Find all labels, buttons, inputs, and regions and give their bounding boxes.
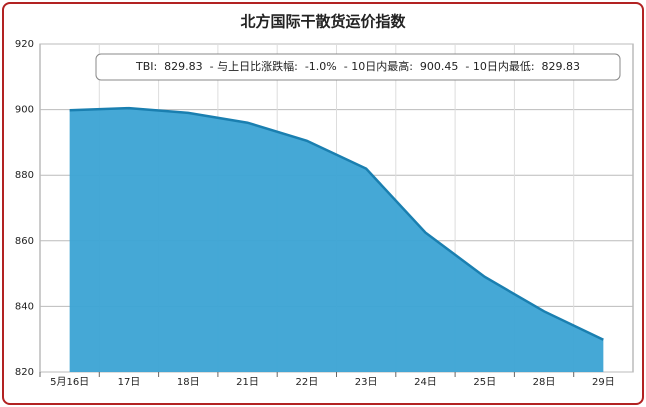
y-tick-label: 900	[15, 105, 34, 116]
x-tick-label: 17日	[118, 377, 141, 388]
y-tick-label: 840	[15, 301, 34, 312]
x-tick-label: 21日	[236, 377, 259, 388]
x-tick-label: 28日	[533, 377, 556, 388]
x-tick-label: 24日	[414, 377, 437, 388]
y-tick-label: 820	[15, 367, 34, 378]
info-box	[95, 53, 621, 81]
annotation: TBI: 829.83 - 与上日比涨跌幅: -1.0% - 10日内最高: 9…	[135, 59, 580, 73]
area	[69, 108, 604, 373]
y-tick-label: 880	[15, 170, 34, 181]
x-tick-label: 25日	[473, 377, 496, 388]
chart-title: 北方国际干散货运价指数	[240, 13, 406, 31]
y-tick-label: 860	[15, 236, 34, 247]
x-tick-label: 18日	[177, 377, 200, 388]
y-tick-label: 920	[15, 39, 34, 50]
x-tick-label: 22日	[295, 377, 318, 388]
line	[69, 106, 604, 341]
x-tick-label: 23日	[355, 377, 378, 388]
x-tick-label: 5月16日	[50, 376, 89, 388]
x-tick-label: 29日	[592, 377, 615, 388]
